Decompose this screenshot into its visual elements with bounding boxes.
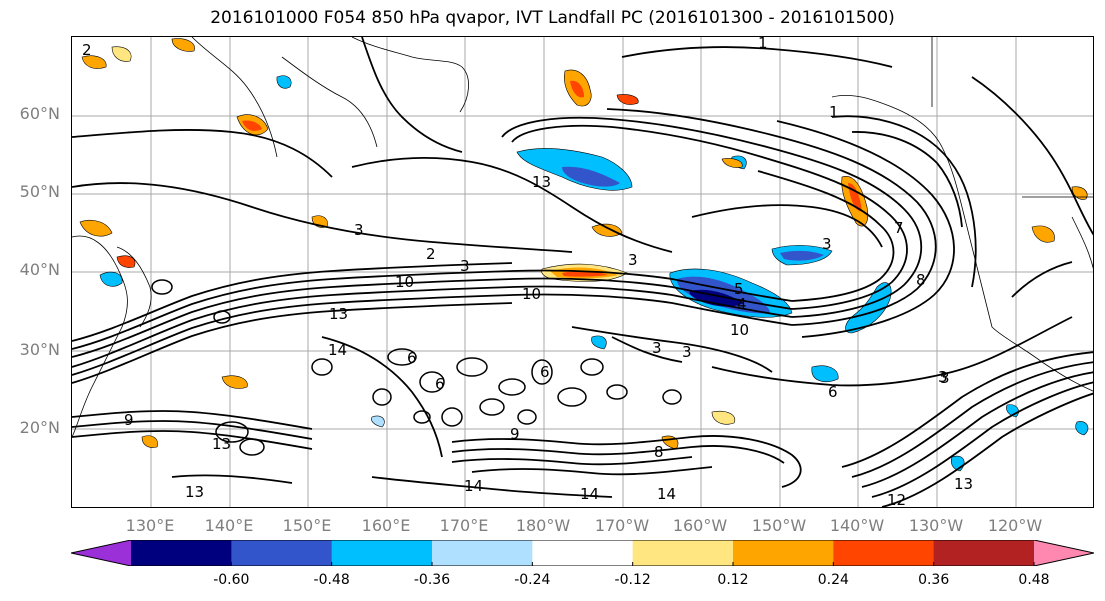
contour-label: 3 xyxy=(940,369,950,387)
contour-label: 14 xyxy=(464,477,483,495)
contour-label: 14 xyxy=(328,341,347,359)
colorbar xyxy=(71,540,1094,566)
lon-label-140e: 140°E xyxy=(204,516,254,535)
colorbar-tick-label: -0.12 xyxy=(614,572,651,588)
lon-label-160e: 160°E xyxy=(361,516,411,535)
contour-label: 7 xyxy=(894,219,904,237)
colorbar-tick-label: 0.24 xyxy=(817,572,849,588)
colorbar-tick-label: 0.12 xyxy=(717,572,749,588)
lon-label-180w: 180°W xyxy=(515,516,571,535)
colorbar-segment xyxy=(833,540,935,566)
lat-label-30n: 30°N xyxy=(19,340,60,359)
contour-label: 6 xyxy=(435,375,445,393)
contour-label: 3 xyxy=(354,221,364,239)
colorbar-segment xyxy=(532,540,634,566)
lon-label-170e: 170°E xyxy=(439,516,489,535)
lon-label-140w: 140°W xyxy=(829,516,885,535)
contour-label: 3 xyxy=(822,235,832,253)
colorbar-tick-label: -0.48 xyxy=(313,572,350,588)
contour-label: 3 xyxy=(628,251,638,269)
map-title: 2016101000 F054 850 hPa qvapor, IVT Land… xyxy=(210,8,895,28)
lat-label-50n: 50°N xyxy=(19,182,60,201)
map-canvas: 2 1 1 3 3 3 3 3 8 7 10 13 10 14 13 5 4 3… xyxy=(72,37,1093,508)
contour-label: 9 xyxy=(510,425,520,443)
contour-label: 13 xyxy=(185,483,204,501)
colorbar-tick-label: -0.60 xyxy=(213,572,250,588)
colorbar-tick-label: 0.36 xyxy=(918,572,950,588)
lon-label-130e: 130°E xyxy=(125,516,175,535)
contour-label: 12 xyxy=(887,491,906,508)
contour-label: 1 xyxy=(758,37,768,52)
negative-anomaly-fills xyxy=(99,75,1089,472)
contour-label: 2 xyxy=(426,245,436,263)
contour-label: 10 xyxy=(522,285,541,303)
contour-label: 13 xyxy=(532,173,551,191)
colorbar-segment xyxy=(331,540,433,566)
contour-labels: 2 1 1 3 3 3 3 3 8 7 10 13 10 14 13 5 4 3… xyxy=(82,37,973,508)
contour-label: 9 xyxy=(124,411,134,429)
contour-label: 4 xyxy=(737,295,747,313)
contour-label: 13 xyxy=(329,305,348,323)
colorbar-segment xyxy=(131,540,232,566)
colorbar-extend-high xyxy=(1034,540,1094,566)
lon-label-130w: 130°W xyxy=(908,516,964,535)
contour-label: 3 xyxy=(938,368,948,386)
colorbar-tick-label: -0.24 xyxy=(514,572,551,588)
colorbar-extend-low xyxy=(71,540,131,566)
colorbar-segment xyxy=(733,540,834,566)
colorbar-segment xyxy=(632,540,734,566)
contour-label: 2 xyxy=(82,41,92,59)
lon-label-150e: 150°E xyxy=(282,516,332,535)
contour-label: 10 xyxy=(730,321,749,339)
contour-label: 14 xyxy=(657,485,676,503)
contour-label: 14 xyxy=(580,485,599,503)
colorbar-tick-label: 0.48 xyxy=(1018,572,1050,588)
ivt-contours xyxy=(72,37,1093,507)
contour-label: 3 xyxy=(460,257,470,275)
contour-label: 13 xyxy=(954,475,973,493)
lon-label-170w: 170°W xyxy=(594,516,650,535)
lon-label-120w: 120°W xyxy=(987,516,1043,535)
lat-label-20n: 20°N xyxy=(19,418,60,437)
map-panel: 2 1 1 3 3 3 3 3 8 7 10 13 10 14 13 5 4 3… xyxy=(71,36,1094,508)
contour-label: 5 xyxy=(734,280,744,298)
contour-label: 3 xyxy=(652,339,662,357)
colorbar-segment xyxy=(432,540,533,566)
lat-label-60n: 60°N xyxy=(19,104,60,123)
tropical-contour-cells xyxy=(151,279,682,456)
contour-label: 1 xyxy=(829,103,839,121)
lon-label-150w: 150°W xyxy=(751,516,807,535)
contour-label: 3 xyxy=(682,343,692,361)
contour-label: 6 xyxy=(540,363,550,381)
colorbar-segment xyxy=(231,540,333,566)
lon-label-160w: 160°W xyxy=(672,516,728,535)
contour-label: 6 xyxy=(407,349,417,367)
contour-label: 13 xyxy=(212,435,231,453)
lat-label-40n: 40°N xyxy=(19,260,60,279)
coastlines xyxy=(72,37,1093,438)
contour-label: 8 xyxy=(654,443,664,461)
contour-label: 10 xyxy=(395,273,414,291)
positive-anomaly-fills xyxy=(79,38,1088,450)
colorbar-segment xyxy=(933,540,1035,566)
contour-label: 6 xyxy=(828,383,838,401)
contour-label: 8 xyxy=(916,271,926,289)
colorbar-tick-label: -0.36 xyxy=(413,572,451,588)
